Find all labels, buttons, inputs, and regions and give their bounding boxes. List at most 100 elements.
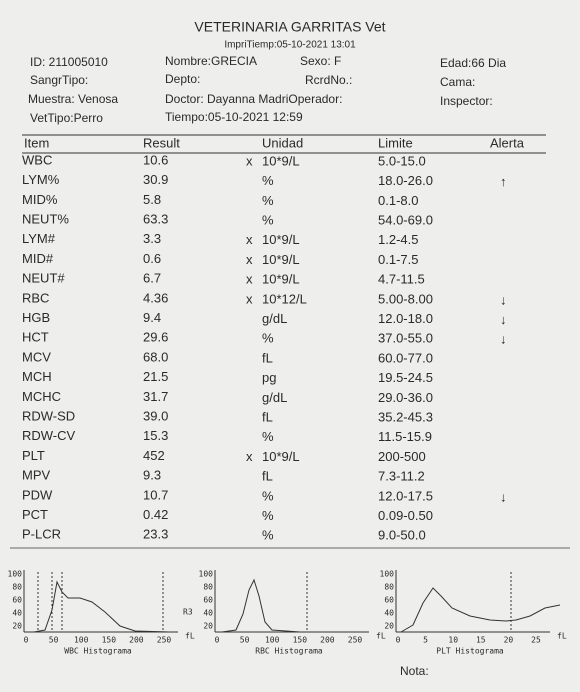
result: 9.3 bbox=[143, 468, 161, 483]
histogram-label: PLT Histograma bbox=[436, 647, 504, 656]
result: 21.5 bbox=[143, 369, 168, 384]
item: RDW-CV bbox=[22, 428, 76, 443]
limit: 18.0-26.0 bbox=[378, 173, 433, 188]
unit: fL bbox=[185, 632, 195, 641]
item: MPV bbox=[22, 468, 51, 483]
y-tick-label: 80 bbox=[203, 583, 213, 592]
histogram-curve bbox=[400, 587, 561, 633]
unit: % bbox=[262, 528, 274, 543]
limit: 11.5-15.9 bbox=[378, 429, 432, 444]
column-header: Alerta bbox=[490, 135, 525, 150]
result: 31.7 bbox=[143, 389, 168, 404]
result: 39.0 bbox=[143, 409, 168, 424]
x-tick-label: 200 bbox=[320, 636, 335, 645]
x-tick-label: 150 bbox=[102, 636, 117, 645]
limit: 0.1-7.5 bbox=[378, 252, 418, 267]
item: PDW bbox=[22, 487, 53, 502]
field: Inspector: bbox=[440, 94, 493, 108]
result: 30.9 bbox=[143, 172, 168, 187]
x-tick-label: 100 bbox=[74, 636, 89, 645]
unit: 10*9/L bbox=[262, 232, 300, 247]
item: MCV bbox=[22, 349, 51, 364]
x-tick-label: 0 bbox=[24, 636, 29, 645]
item: PCT bbox=[22, 507, 48, 522]
item: MID% bbox=[22, 192, 58, 207]
result: 6.7 bbox=[143, 271, 161, 286]
item: HGB bbox=[22, 310, 50, 325]
unit: pg bbox=[262, 370, 276, 385]
x-tick-label: 10 bbox=[448, 636, 458, 645]
unit: % bbox=[262, 173, 274, 188]
result: 452 bbox=[143, 448, 165, 463]
print-time: ImpriTiemp:05-10-2021 13:01 bbox=[224, 40, 356, 51]
x-tick-label: 0 bbox=[215, 636, 220, 645]
y-tick-label: 60 bbox=[203, 596, 213, 605]
limit: 4.7-11.5 bbox=[378, 272, 425, 287]
field: Cama: bbox=[440, 75, 475, 89]
field: Nombre:GRECIA bbox=[165, 54, 257, 68]
marker: R3 bbox=[183, 608, 193, 617]
flag: x bbox=[246, 252, 253, 267]
x-tick-label: 5 bbox=[423, 636, 428, 645]
limit: 5.0-15.0 bbox=[378, 153, 426, 168]
histogram-label: RBC Histograma bbox=[255, 647, 323, 656]
item: LYM% bbox=[22, 172, 60, 187]
x-tick-label: 250 bbox=[157, 636, 172, 645]
alert: ↓ bbox=[500, 332, 507, 347]
field: RcrdNo.: bbox=[305, 73, 352, 87]
column-header: Item bbox=[24, 135, 49, 150]
unit: % bbox=[262, 429, 274, 444]
unit: 10*9/L bbox=[262, 252, 300, 267]
y-tick-label: 100 bbox=[199, 570, 214, 579]
field: ID: 211005010 bbox=[30, 55, 108, 69]
limit: 54.0-69.0 bbox=[378, 213, 433, 228]
y-tick-label: 40 bbox=[384, 609, 394, 618]
limit: 12.0-17.5 bbox=[378, 488, 433, 503]
x-tick-label: 0 bbox=[396, 636, 401, 645]
limit: 9.0-50.0 bbox=[378, 528, 426, 543]
limit: 35.2-45.3 bbox=[378, 410, 433, 425]
unit: 10*9/L bbox=[262, 153, 300, 168]
alert: ↓ bbox=[500, 489, 507, 504]
histogram-label: WBC Histograma bbox=[64, 647, 132, 656]
result: 9.4 bbox=[143, 310, 161, 325]
unit: fL bbox=[262, 410, 273, 425]
result: 29.6 bbox=[143, 330, 168, 345]
result: 68.0 bbox=[143, 349, 168, 364]
unit: % bbox=[262, 331, 274, 346]
unit: fL bbox=[557, 632, 567, 641]
item: MID# bbox=[22, 251, 54, 266]
limit: 200-500 bbox=[378, 449, 426, 464]
x-tick-label: 20 bbox=[504, 636, 514, 645]
limit: 19.5-24.5 bbox=[378, 370, 433, 385]
limit: 12.0-18.0 bbox=[378, 311, 433, 326]
result: 4.36 bbox=[143, 290, 168, 305]
item: MCHC bbox=[22, 389, 61, 404]
item: RBC bbox=[22, 290, 49, 305]
y-tick-label: 20 bbox=[203, 622, 213, 631]
x-tick-label: 150 bbox=[293, 636, 308, 645]
field: Edad:66 Dia bbox=[440, 56, 506, 70]
x-tick-label: 250 bbox=[348, 636, 363, 645]
alert: ↑ bbox=[500, 174, 507, 189]
y-tick-label: 60 bbox=[384, 596, 394, 605]
field: SangrTipo: bbox=[30, 73, 88, 87]
result: 23.3 bbox=[143, 527, 168, 542]
note: Nota: bbox=[400, 664, 429, 678]
y-tick-label: 40 bbox=[203, 609, 213, 618]
limit: 0.09-0.50 bbox=[378, 508, 433, 523]
limit: 0.1-8.0 bbox=[378, 193, 418, 208]
item: NEUT# bbox=[22, 271, 65, 286]
y-tick-label: 100 bbox=[8, 570, 23, 579]
x-tick-label: 15 bbox=[476, 636, 486, 645]
alert: ↓ bbox=[500, 292, 507, 307]
result: 5.8 bbox=[143, 192, 161, 207]
item: P-LCR bbox=[22, 527, 61, 542]
item: PLT bbox=[22, 448, 45, 463]
result: 10.7 bbox=[143, 487, 168, 502]
y-tick-label: 100 bbox=[380, 570, 395, 579]
alert: ↓ bbox=[500, 312, 507, 327]
limit: 1.2-4.5 bbox=[378, 232, 418, 247]
field: VetTipo:Perro bbox=[30, 111, 103, 125]
